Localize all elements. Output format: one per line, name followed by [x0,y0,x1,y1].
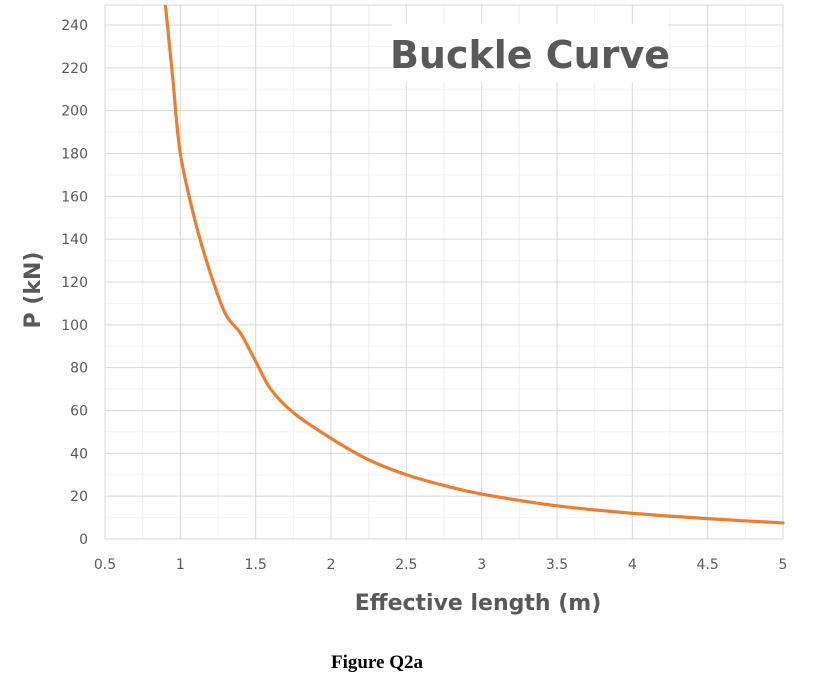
figure-caption: Figure Q2a [330,652,423,673]
y-tick-label: 240 [61,18,88,34]
x-tick-label: 1.5 [245,557,267,573]
y-tick-label: 60 [70,404,88,420]
x-tick-label: 1 [176,557,185,573]
buckling-load-line [163,5,785,525]
y-tick-label: 160 [61,189,88,205]
x-tick-label: 3.5 [546,557,568,573]
y-tick-label: 40 [70,446,88,462]
y-tick-label: 220 [61,61,88,77]
y-tick-label: 120 [61,275,88,291]
y-tick-label: 140 [61,232,88,248]
x-tick-label: 5 [779,557,788,573]
minor-gridlines [105,5,783,539]
x-tick-label: 4.5 [697,557,719,573]
x-tick-label: 2.5 [395,557,417,573]
y-tick-label: 180 [61,147,88,163]
x-tick-label: 4 [628,557,637,573]
x-axis-title: Effective length (m) [355,591,602,616]
chart-title-background [392,24,668,82]
x-tick-label: 2 [327,557,336,573]
y-axis-tick-labels: 0 20 40 60 80 100 120 140 160 180 200 220 240 [61,18,88,548]
y-axis-title: P (kN) [21,252,46,329]
y-tick-label: 20 [70,489,88,505]
y-tick-label: 0 [79,532,88,548]
y-tick-label: 100 [61,318,88,334]
x-axis-tick-labels: 0.5 1 1.5 2 2.5 3 3.5 4 4.5 5 [94,557,788,573]
x-tick-label: 0.5 [94,557,116,573]
x-tick-label: 3 [477,557,486,573]
y-tick-label: 200 [61,104,88,120]
plot-area [104,4,784,540]
y-tick-label: 80 [70,361,88,377]
chart-title: Buckle Curve [390,33,670,77]
